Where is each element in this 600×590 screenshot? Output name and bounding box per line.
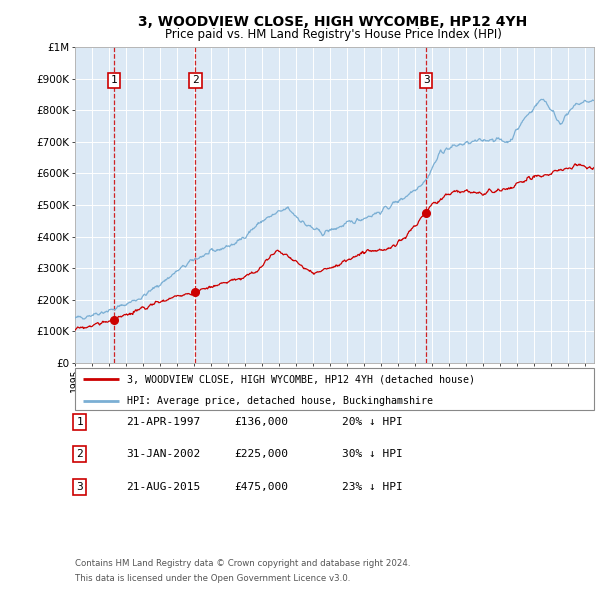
Text: 20% ↓ HPI: 20% ↓ HPI	[342, 417, 403, 427]
Text: 23% ↓ HPI: 23% ↓ HPI	[342, 482, 403, 491]
Text: 3, WOODVIEW CLOSE, HIGH WYCOMBE, HP12 4YH: 3, WOODVIEW CLOSE, HIGH WYCOMBE, HP12 4Y…	[139, 15, 527, 29]
Text: This data is licensed under the Open Government Licence v3.0.: This data is licensed under the Open Gov…	[75, 574, 350, 583]
Text: HPI: Average price, detached house, Buckinghamshire: HPI: Average price, detached house, Buck…	[127, 396, 433, 406]
Text: 3, WOODVIEW CLOSE, HIGH WYCOMBE, HP12 4YH (detached house): 3, WOODVIEW CLOSE, HIGH WYCOMBE, HP12 4Y…	[127, 375, 475, 385]
Text: Price paid vs. HM Land Registry's House Price Index (HPI): Price paid vs. HM Land Registry's House …	[164, 28, 502, 41]
Text: 3: 3	[76, 482, 83, 491]
Text: £475,000: £475,000	[234, 482, 288, 491]
Text: £136,000: £136,000	[234, 417, 288, 427]
Text: 31-JAN-2002: 31-JAN-2002	[126, 450, 200, 459]
Text: £225,000: £225,000	[234, 450, 288, 459]
Text: 2: 2	[192, 76, 199, 86]
Text: 1: 1	[111, 76, 118, 86]
Text: 1: 1	[76, 417, 83, 427]
Text: 21-AUG-2015: 21-AUG-2015	[126, 482, 200, 491]
Text: 30% ↓ HPI: 30% ↓ HPI	[342, 450, 403, 459]
Text: 21-APR-1997: 21-APR-1997	[126, 417, 200, 427]
Text: 3: 3	[423, 76, 430, 86]
Text: Contains HM Land Registry data © Crown copyright and database right 2024.: Contains HM Land Registry data © Crown c…	[75, 559, 410, 568]
Text: 2: 2	[76, 450, 83, 459]
